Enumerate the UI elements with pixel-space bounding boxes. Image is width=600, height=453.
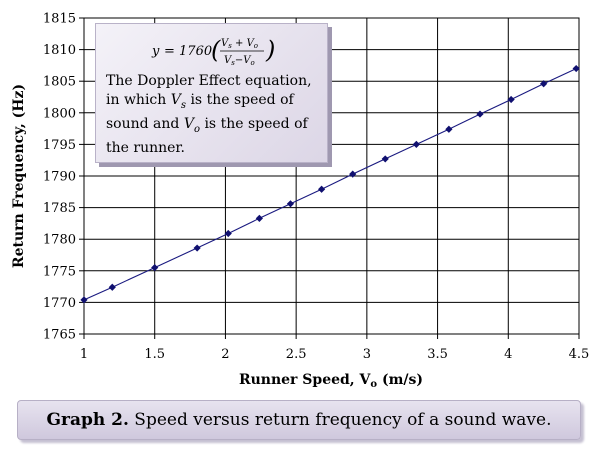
y-tick-label: 1795 xyxy=(43,138,76,153)
y-tick-label: 1800 xyxy=(43,106,76,121)
desc-vs-subscript: s xyxy=(180,99,186,111)
data-point xyxy=(445,125,453,133)
equation-annotation-box: y = 1760 ( Vs + Vo Vs−Vo ) The Doppler E… xyxy=(95,23,328,163)
y-tick-label: 1770 xyxy=(43,296,76,311)
data-point xyxy=(476,110,484,118)
data-markers xyxy=(80,64,580,304)
data-point xyxy=(255,214,263,222)
equation-coefficient: = 1760 xyxy=(164,44,212,59)
data-point xyxy=(572,64,580,73)
desc-part-1: The Doppler Effect equation, in which xyxy=(106,73,312,108)
equation-paren-left: ( xyxy=(211,36,221,64)
data-point xyxy=(412,140,420,148)
equation-numerator: Vs + Vo xyxy=(221,38,258,50)
x-axis-title-unit: (m/s) xyxy=(377,372,423,388)
y-tick-label: 1805 xyxy=(43,75,76,90)
desc-part-2: is the speed of sound and xyxy=(106,92,294,132)
x-axis-title: Runner Speed, Vo (m/s) xyxy=(239,372,423,390)
x-tick-label: 4.5 xyxy=(569,347,590,362)
y-tick-label: 1785 xyxy=(43,201,76,216)
x-axis-title-main: Runner Speed, V xyxy=(239,372,372,388)
equation-render: y = 1760 ( Vs + Vo Vs−Vo ) xyxy=(151,36,275,67)
x-axis-title-subscript: o xyxy=(370,379,377,390)
data-point xyxy=(507,95,515,104)
equation-denominator: Vs−Vo xyxy=(224,55,255,67)
x-tick-label: 3.5 xyxy=(427,347,448,362)
data-point xyxy=(349,170,357,178)
equation-lhs: y xyxy=(151,44,160,59)
data-point xyxy=(224,229,232,238)
y-tick-label: 1810 xyxy=(43,43,76,58)
y-tick-label: 1775 xyxy=(43,264,76,279)
caption-text: Speed versus return frequency of a sound… xyxy=(128,410,552,430)
doppler-equation: y = 1760 ( Vs + Vo Vs−Vo ) xyxy=(106,30,319,70)
series-line xyxy=(83,68,577,301)
caption-label: Graph 2. xyxy=(46,410,129,430)
figure-caption: Graph 2. Speed versus return frequency o… xyxy=(17,400,581,440)
y-axis-title: Return Frequency, (Hz) xyxy=(11,84,27,268)
data-point xyxy=(286,200,295,208)
data-point xyxy=(540,80,548,88)
y-tick-label: 1790 xyxy=(43,170,76,185)
data-point xyxy=(151,264,159,272)
data-point xyxy=(193,244,201,252)
x-tick-label: 2 xyxy=(221,347,229,362)
desc-vo-symbol: V xyxy=(183,115,194,132)
x-tick-label: 2.5 xyxy=(286,347,307,362)
desc-vo-subscript: o xyxy=(193,123,200,135)
data-point xyxy=(381,155,389,163)
data-point xyxy=(108,283,116,291)
x-tick-label: 4 xyxy=(504,347,512,362)
y-tick-labels: 1765 1770 1775 1780 1785 1790 1795 1800 1805 1810… xyxy=(43,12,76,343)
data-point xyxy=(80,296,88,304)
x-tick-label: 1.5 xyxy=(144,347,165,362)
doppler-chart: 1765 1770 1775 1780 1785 1790 1795 1800 1805 1810… xyxy=(11,12,589,391)
plot-frame xyxy=(83,17,580,335)
desc-part-3: is the speed of the runner. xyxy=(106,115,308,156)
y-tick-label: 1780 xyxy=(43,233,76,248)
x-tick-label: 1 xyxy=(80,347,88,362)
data-point xyxy=(318,185,326,193)
equation-paren-right: ) xyxy=(265,36,275,64)
x-tick-label: 3 xyxy=(363,347,371,362)
y-tick-label: 1815 xyxy=(43,12,76,27)
equation-description: The Doppler Effect equation, in which Vs… xyxy=(106,72,319,158)
x-tick-labels: 1 1.5 2 2.5 3 3.5 4 4.5 xyxy=(80,347,589,362)
y-tick-label: 1765 xyxy=(43,328,76,343)
desc-vs-symbol: V xyxy=(170,92,181,108)
